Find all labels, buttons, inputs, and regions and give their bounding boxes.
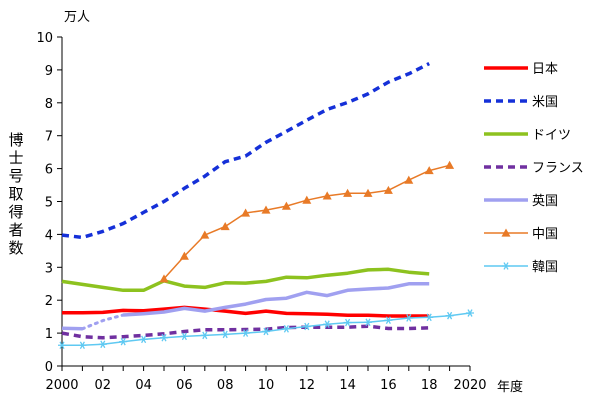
legend-marker	[501, 228, 511, 237]
x-tick-label: 02	[95, 378, 112, 393]
x-tick-label: 2020	[453, 378, 486, 393]
legend-item: 日本	[484, 62, 558, 77]
series-line	[61, 326, 83, 331]
series-6	[58, 309, 474, 350]
data-point	[466, 309, 474, 317]
series-line	[61, 324, 430, 340]
data-point	[384, 316, 393, 325]
data-point	[364, 318, 372, 327]
y-tick-label: 5	[45, 196, 53, 211]
data-point	[78, 341, 87, 350]
legend-label: 韓国	[532, 260, 558, 275]
series-4	[61, 282, 430, 331]
data-point	[404, 314, 413, 322]
data-point	[200, 331, 209, 340]
y-tick-label: 8	[45, 97, 53, 112]
x-tick-label: 06	[176, 378, 193, 393]
y-tick-label: 0	[45, 360, 53, 375]
data-point	[159, 274, 169, 283]
legend-item: フランス	[484, 161, 584, 176]
legend-item: 米国	[484, 95, 558, 110]
x-tick-label: 12	[299, 378, 316, 393]
legend-label: 英国	[532, 194, 558, 209]
x-tick-label: 2000	[45, 378, 78, 393]
series-5	[159, 160, 455, 283]
y-tick-label: 3	[45, 261, 53, 276]
series-0	[62, 305, 430, 318]
series-layer	[58, 62, 474, 350]
y-tick-label: 7	[45, 130, 53, 145]
x-tick-label: 14	[339, 378, 356, 393]
data-point	[241, 329, 250, 337]
data-point	[302, 322, 311, 331]
y-tick-label: 2	[45, 294, 53, 309]
series-1	[61, 62, 430, 240]
series-line	[61, 62, 430, 240]
series-line-dotted	[80, 313, 125, 331]
data-point	[98, 340, 107, 349]
legend-marker	[502, 262, 510, 270]
legend-item: ドイツ	[484, 128, 571, 143]
legend-label: 米国	[532, 95, 558, 110]
data-point	[424, 166, 434, 175]
data-point	[220, 222, 230, 231]
data-point	[445, 160, 455, 169]
legend-label: ドイツ	[532, 128, 571, 143]
data-point	[179, 251, 189, 260]
y-tick-label: 9	[45, 64, 53, 79]
series-line	[123, 282, 430, 317]
data-point	[58, 341, 66, 350]
legend-label: フランス	[532, 161, 584, 176]
x-tick-label: 10	[258, 378, 275, 393]
y-axis-unit: 万人	[64, 10, 90, 25]
data-point	[261, 205, 271, 214]
data-point	[383, 185, 393, 194]
x-tick-label: 16	[380, 378, 397, 393]
data-point	[404, 175, 414, 184]
legend-label: 日本	[532, 62, 558, 77]
y-axis-title: 博士号取得者数	[8, 131, 23, 257]
data-point	[160, 333, 168, 342]
data-point	[119, 337, 128, 346]
series-line	[61, 267, 430, 293]
series-3	[61, 324, 430, 340]
data-point	[221, 330, 230, 339]
y-tick-label: 10	[36, 31, 53, 46]
series-line	[62, 305, 430, 318]
legend-label: 中国	[532, 227, 558, 242]
data-point	[445, 311, 454, 320]
legend-item: 英国	[484, 194, 558, 209]
data-point	[241, 208, 251, 217]
data-point	[200, 230, 210, 239]
legend-item: 韓国	[484, 260, 558, 275]
data-point	[323, 320, 332, 329]
legend-item: 中国	[484, 227, 558, 242]
data-point	[363, 188, 373, 197]
data-point	[302, 195, 312, 204]
data-point	[322, 191, 332, 200]
data-point	[425, 313, 434, 322]
data-point	[180, 332, 189, 341]
data-point	[281, 201, 291, 210]
x-tick-label: 04	[135, 378, 152, 393]
x-tick-label: 18	[421, 378, 438, 393]
y-tick-label: 6	[45, 163, 53, 178]
data-point	[343, 318, 352, 327]
x-axis-unit: 年度	[497, 379, 523, 395]
series-2	[61, 267, 430, 293]
data-point	[282, 325, 291, 333]
x-tick-label: 08	[217, 378, 234, 393]
data-point	[343, 188, 353, 197]
y-tick-label: 4	[45, 228, 53, 243]
y-tick-label: 1	[45, 327, 53, 342]
data-point	[262, 327, 270, 336]
data-point	[139, 335, 148, 344]
